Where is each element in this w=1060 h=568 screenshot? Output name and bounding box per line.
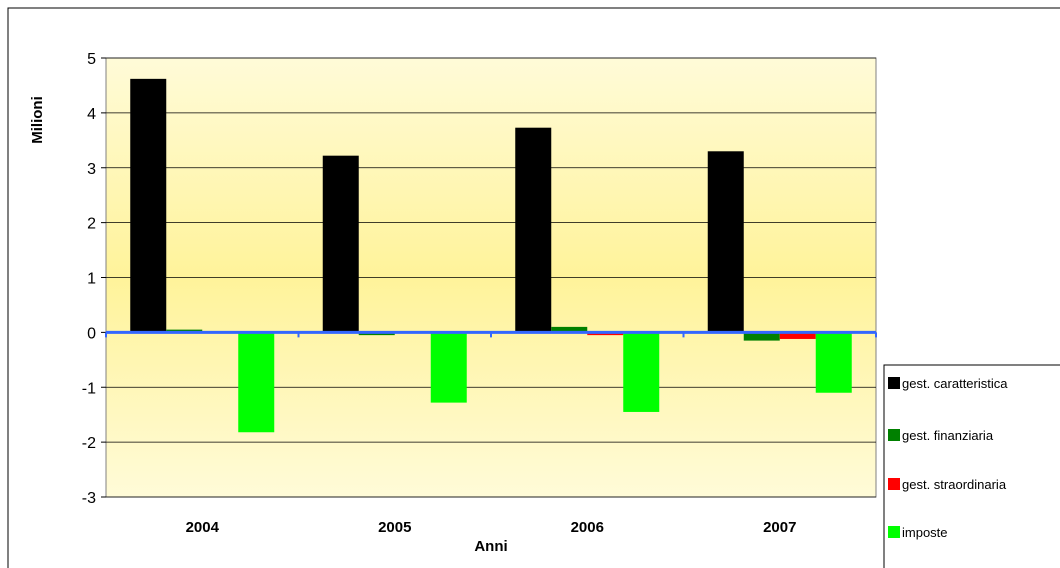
bar [238,332,275,433]
x-tick-label: 2004 [186,519,220,536]
bar [430,332,467,403]
legend [883,364,1060,568]
bar [743,332,780,341]
bar [623,332,660,412]
y-axis-title: Milioni [29,96,46,144]
bar [707,151,744,333]
y-tick-label: 4 [87,106,96,123]
bars [130,78,852,433]
bar [130,78,167,333]
legend-swatch [888,526,900,538]
x-tick-label: 2006 [571,519,604,536]
y-tick-label: -3 [82,490,96,507]
legend-items: gest. caratteristica gest. finanziaria ges… [888,376,1008,540]
y-tick-label: 3 [87,161,96,178]
x-tick-label: 2005 [378,519,411,536]
y-tick-label: -2 [82,435,96,452]
bar [515,127,552,333]
legend-swatch [888,429,900,441]
bar [551,326,588,333]
legend-label: gest. finanziaria [902,428,994,443]
y-tick-label: 0 [87,325,96,342]
x-tick-label: 2007 [763,519,796,536]
axis: -3 -2 -1 0 1 2 3 4 5 2004 2005 2006 2007 [82,51,877,536]
legend-swatch [888,377,900,389]
legend-label: imposte [902,525,948,540]
y-tick-label: 1 [87,271,96,288]
y-tick-label: 5 [87,51,96,68]
y-tick-label: 2 [87,216,96,233]
bar [779,332,816,339]
legend-label: gest. straordinaria [902,477,1007,492]
bar [815,332,852,393]
y-tick-label: -1 [82,380,96,397]
bar [322,155,359,333]
legend-label: gest. caratteristica [902,376,1008,391]
legend-swatch [888,478,900,490]
x-axis-title: Anni [474,538,507,555]
